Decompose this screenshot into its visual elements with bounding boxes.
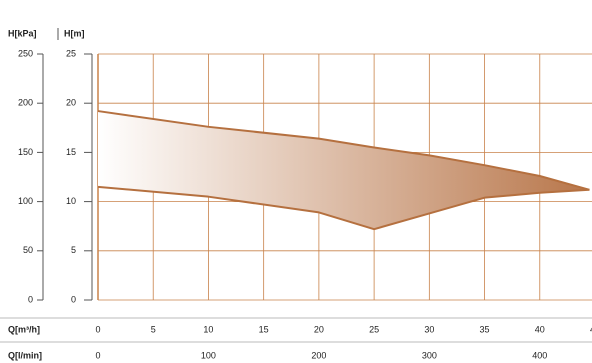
x-axis-label: Q[m³/h] — [8, 324, 40, 334]
x2-tick-label: 0 — [95, 350, 100, 360]
x2-tick-label: 100 — [201, 350, 216, 360]
x2-tick-label: 300 — [422, 350, 437, 360]
y-tick-label: 15 — [66, 147, 76, 157]
curve — [97, 110, 590, 191]
y2-tick-label: 250 — [18, 48, 33, 58]
x-tick-label: 25 — [369, 324, 379, 334]
x-tick-label: 35 — [480, 324, 490, 334]
x-tick-label: 10 — [203, 324, 213, 334]
x-tick-label: 0 — [95, 324, 100, 334]
x-tick-label: 15 — [259, 324, 269, 334]
y-tick-label: 10 — [66, 196, 76, 206]
x2-tick-label: 200 — [311, 350, 326, 360]
y-axis-label: H[m] — [64, 28, 85, 38]
y2-tick-label: 100 — [18, 196, 33, 206]
y2-tick-label: 50 — [23, 245, 33, 255]
y2-axis-label: H[kPa] — [8, 28, 37, 38]
x-tick-label: 5 — [151, 324, 156, 334]
y2-tick-label: 200 — [18, 98, 33, 108]
y2-tick-label: 0 — [28, 294, 33, 304]
y2-tick-label: 150 — [18, 147, 33, 157]
y-tick-label: 25 — [66, 48, 76, 58]
x2-tick-label: 400 — [532, 350, 547, 360]
range-fill — [98, 111, 590, 230]
y-tick-label: 20 — [66, 98, 76, 108]
x-tick-label: 40 — [535, 324, 545, 334]
x-tick-label: 30 — [424, 324, 434, 334]
y-tick-label: 5 — [71, 245, 76, 255]
x-tick-label: 20 — [314, 324, 324, 334]
curve — [97, 185, 590, 231]
x-tick-label: 45 — [590, 324, 592, 334]
x2-axis-label: Q[l/min] — [8, 350, 42, 360]
y-tick-label: 0 — [71, 294, 76, 304]
